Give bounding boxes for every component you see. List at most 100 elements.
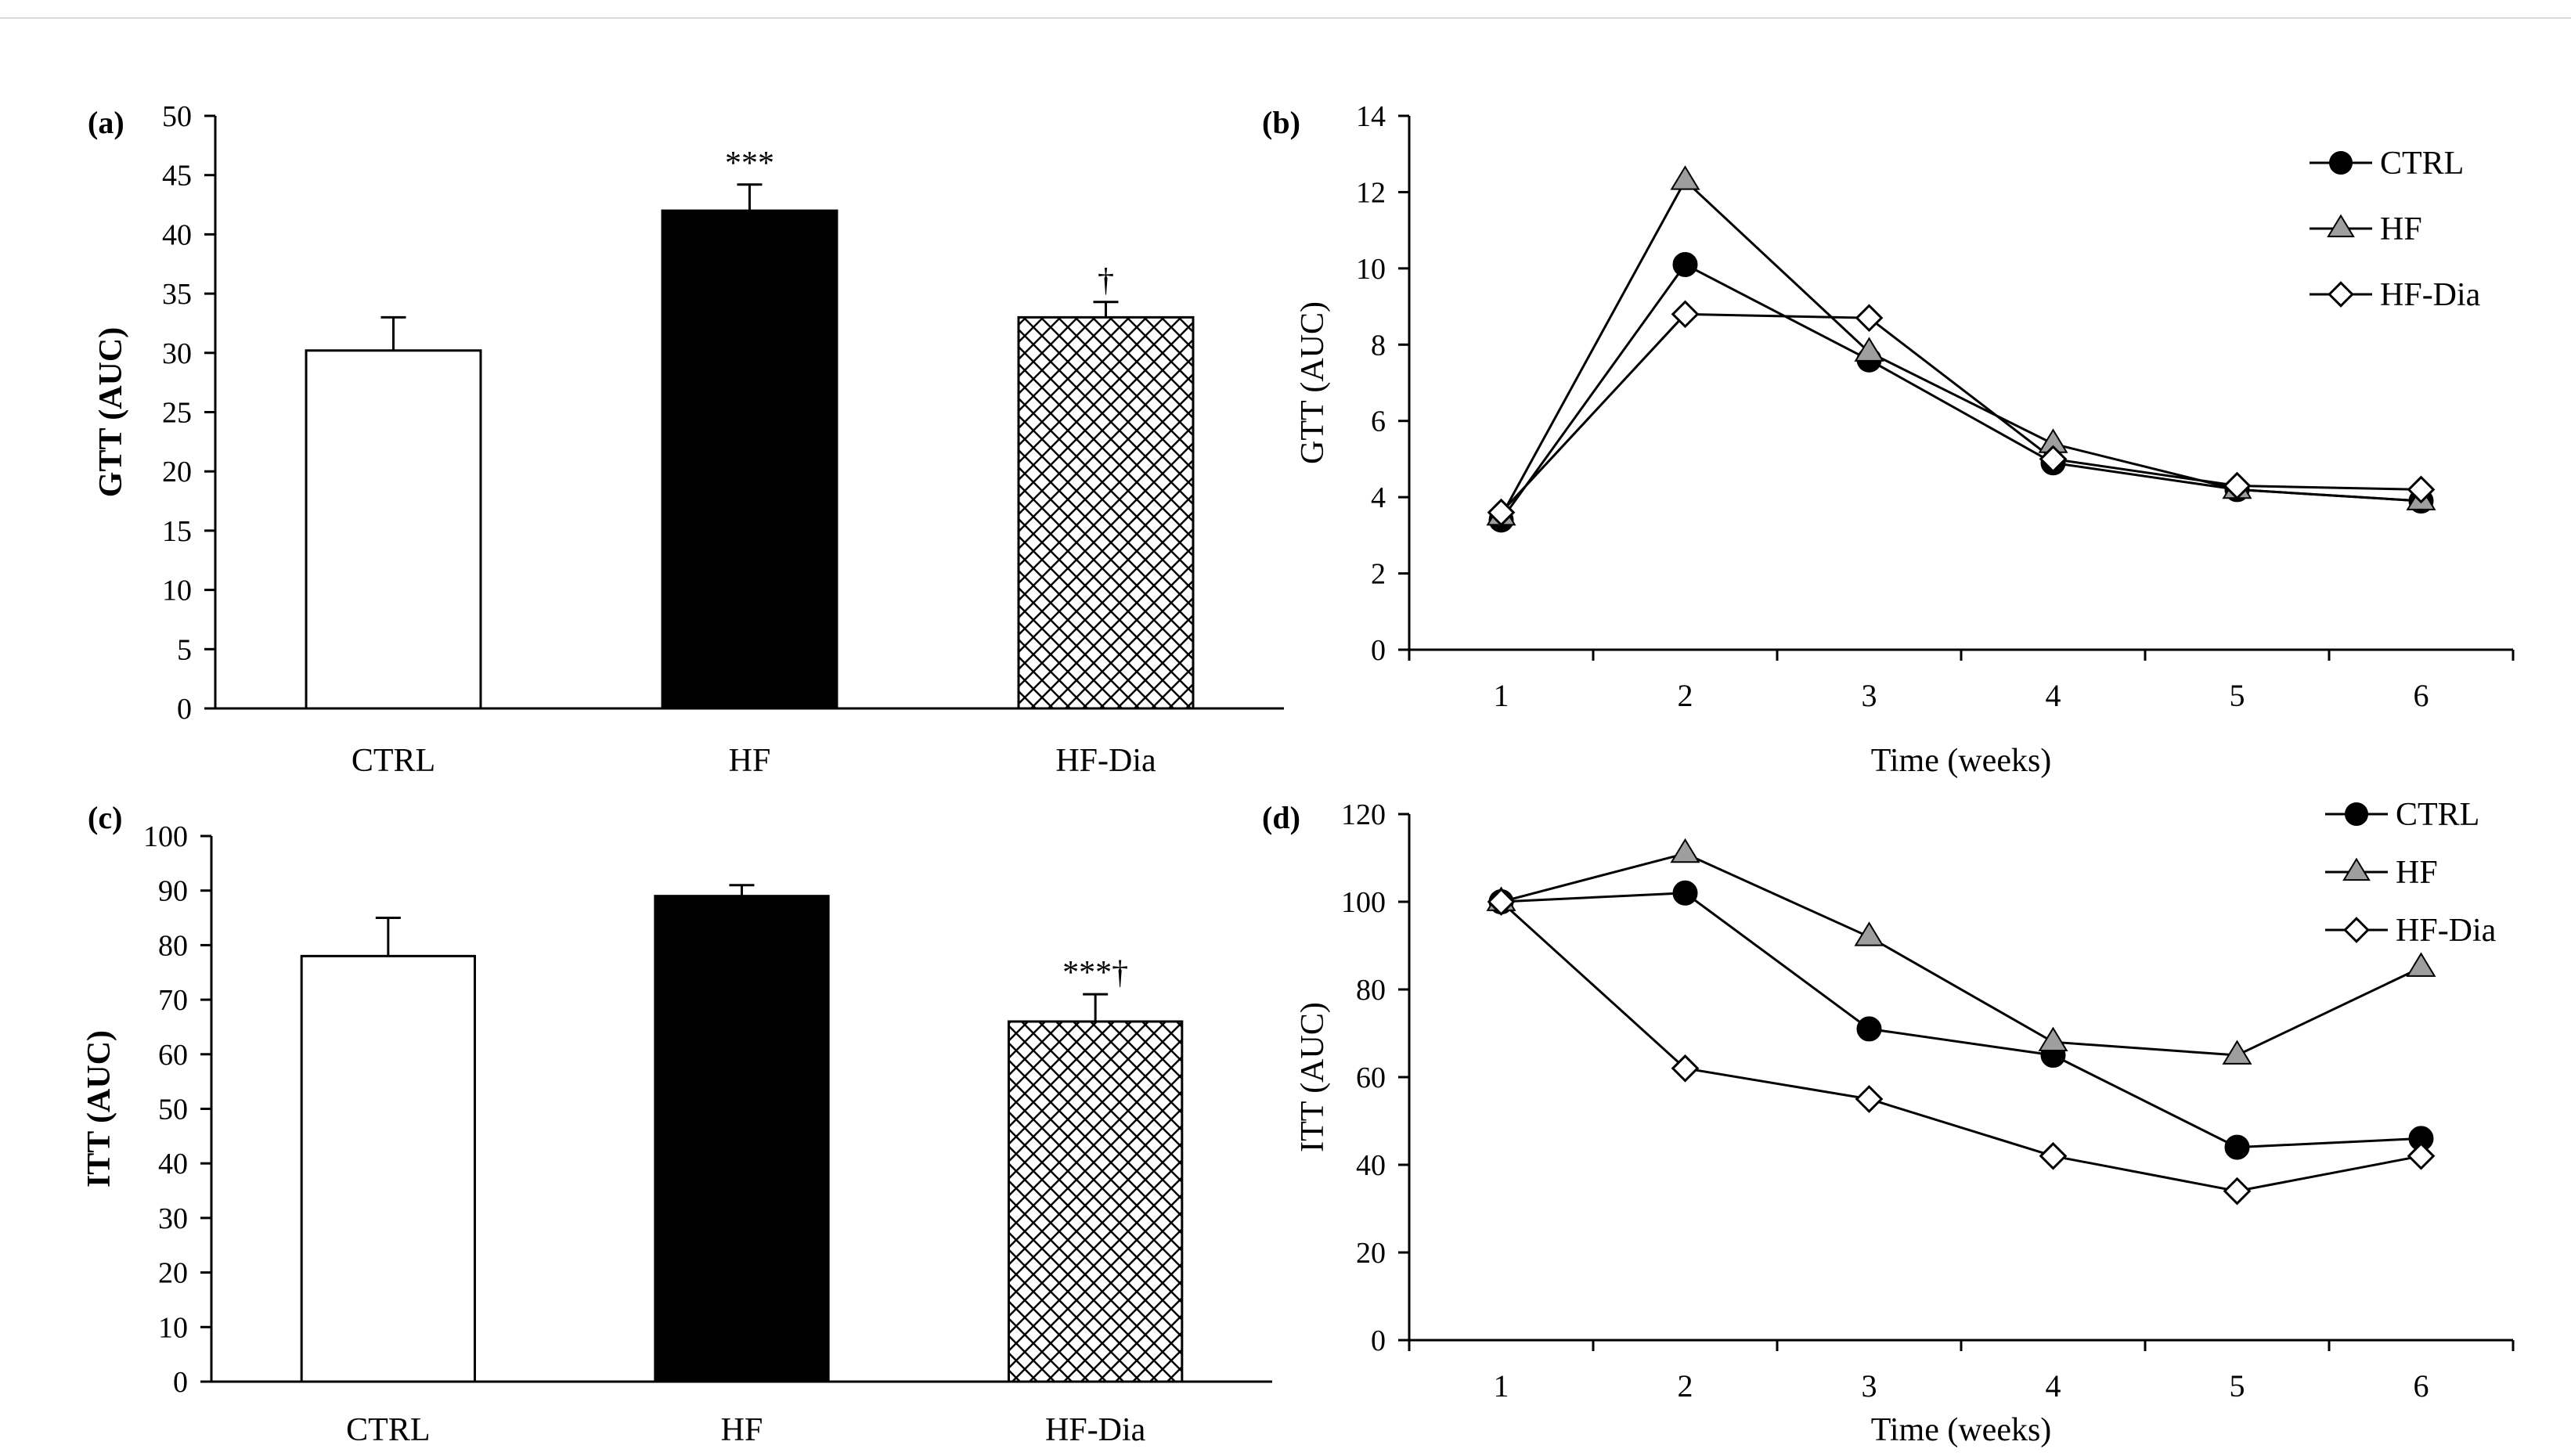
y-tick-label: 90 [158,875,188,908]
category-label: HF-Dia [1045,1412,1146,1448]
y-tick-label: 40 [162,218,192,251]
x-tick-label: 4 [2046,678,2061,713]
bar-hf [654,895,830,1383]
marker-hf [1854,921,1884,946]
x-axis-label: Time (weeks) [1871,743,2052,779]
x-tick-label: 1 [1494,678,1509,713]
significance-label: † [1098,263,1114,299]
y-tick-label: 20 [158,1257,188,1290]
y-tick-label: 40 [1356,1149,1386,1182]
y-tick-label: 2 [1371,558,1386,591]
y-tick-label: 50 [158,1094,188,1126]
x-axis-label: Time (weeks) [1871,1412,2052,1448]
bar-ctrl [305,349,482,710]
marker-hf-dia [2407,475,2436,504]
marker-hf-dia [2039,1141,2068,1170]
x-tick-label: 6 [2414,678,2429,713]
marker-hf-dia [2343,917,2370,943]
y-tick-label: 0 [177,693,192,726]
category-label: HF [729,743,771,779]
y-tick-label: 40 [158,1148,188,1180]
y-tick-label: 80 [1356,974,1386,1007]
bar-hf [661,209,838,710]
marker-hf [1670,838,1700,863]
marker-hf-dia [1671,300,1700,329]
category-label: CTRL [352,743,435,779]
y-axis-label: ITT (AUC) [1295,1002,1331,1152]
marker-ctrl [2224,1134,2250,1160]
legend-label-ctrl: CTRL [2380,146,2464,182]
marker-hf-dia [1855,1085,1884,1113]
legend-label-hf: HF [2396,855,2438,891]
marker-hf-dia [2407,1141,2436,1170]
x-tick-label: 5 [2230,1368,2245,1404]
y-tick-label: 10 [158,1311,188,1344]
category-label: HF-Dia [1055,743,1156,779]
x-tick-label: 2 [1678,678,1693,713]
panel-label: (a) [88,105,124,140]
y-tick-label: 60 [158,1039,188,1072]
legend-label-ctrl: CTRL [2396,797,2479,833]
marker-hf [1854,337,1884,362]
x-tick-label: 1 [1494,1368,1509,1404]
x-tick-label: 5 [2230,678,2245,713]
series-line-ctrl [1501,892,2421,1149]
legend-label-hf: HF [2380,211,2422,247]
y-tick-label: 100 [1341,886,1386,919]
y-tick-label: 30 [162,337,192,370]
series-line-ctrl [1500,263,2421,521]
y-tick-label: 30 [158,1202,188,1235]
y-tick-label: 15 [162,515,192,548]
panel-label: (c) [88,800,122,835]
top-divider [0,0,2571,19]
marker-hf-dia [2039,445,2068,474]
panel-d-itt-line-chart: 0 20 40 60 80 100 120 1 2 3 4 5 6 Time (weeks) ITT (AU… [1262,797,2515,1448]
panel-a-gtt-bar-chart: 0 5 10 15 20 25 30 35 40 45 50 CTRL *** HF † HF-Dia GTT … [88,100,1284,779]
marker-hf [2222,1040,2252,1065]
y-tick-label: 120 [1341,798,1386,831]
series-line-hf-dia [1500,312,2421,514]
y-tick-label: 60 [1356,1061,1386,1094]
y-tick-label: 0 [173,1366,188,1399]
y-tick-label: 20 [162,456,192,488]
x-tick-label: 3 [1862,1368,1877,1404]
x-tick-label: 6 [2414,1368,2429,1404]
panel-c-itt-bar-chart: 0 10 20 30 40 50 60 70 80 90 100 CTRL HF ***† HF-Dia IT… [81,800,1272,1448]
marker-hf [2342,857,2371,881]
panel-label: (d) [1262,800,1300,835]
category-label: CTRL [346,1412,430,1448]
marker-ctrl [1672,880,1698,906]
significance-label: ***† [1062,955,1128,991]
y-tick-label: 50 [162,100,192,133]
y-tick-label: 35 [162,278,192,311]
marker-hf-dia [1671,1054,1700,1083]
y-tick-label: 10 [1356,253,1386,286]
marker-hf-dia [1855,304,1884,333]
marker-hf-dia [2223,1177,2252,1206]
marker-hf-dia [2328,281,2354,308]
legend-label-hf-dia: HF-Dia [2380,277,2481,313]
marker-ctrl [1672,251,1698,277]
y-axis-label: GTT (AUC) [1295,301,1331,464]
y-tick-label: 6 [1371,405,1386,438]
x-tick-label: 3 [1862,678,1877,713]
marker-hf [2406,952,2436,977]
y-tick-label: 8 [1371,329,1386,362]
bar-hf-dia [1017,315,1195,710]
y-tick-label: 14 [1356,100,1386,133]
legend-label-hf-dia: HF-Dia [2396,913,2497,949]
series-line-hf [1501,852,2422,1057]
y-tick-label: 10 [162,575,192,607]
x-tick-label: 4 [2046,1368,2061,1404]
y-tick-label: 12 [1356,176,1386,209]
marker-hf [1670,165,1700,190]
y-tick-label: 25 [162,397,192,430]
y-tick-label: 45 [162,160,192,193]
bar-ctrl [300,954,476,1383]
y-tick-label: 70 [158,984,188,1017]
y-tick-label: 20 [1356,1237,1386,1270]
marker-hf [2038,1026,2068,1052]
marker-hf [2327,214,2355,238]
marker-hf-dia [1487,498,1516,527]
y-tick-label: 0 [1371,634,1386,667]
